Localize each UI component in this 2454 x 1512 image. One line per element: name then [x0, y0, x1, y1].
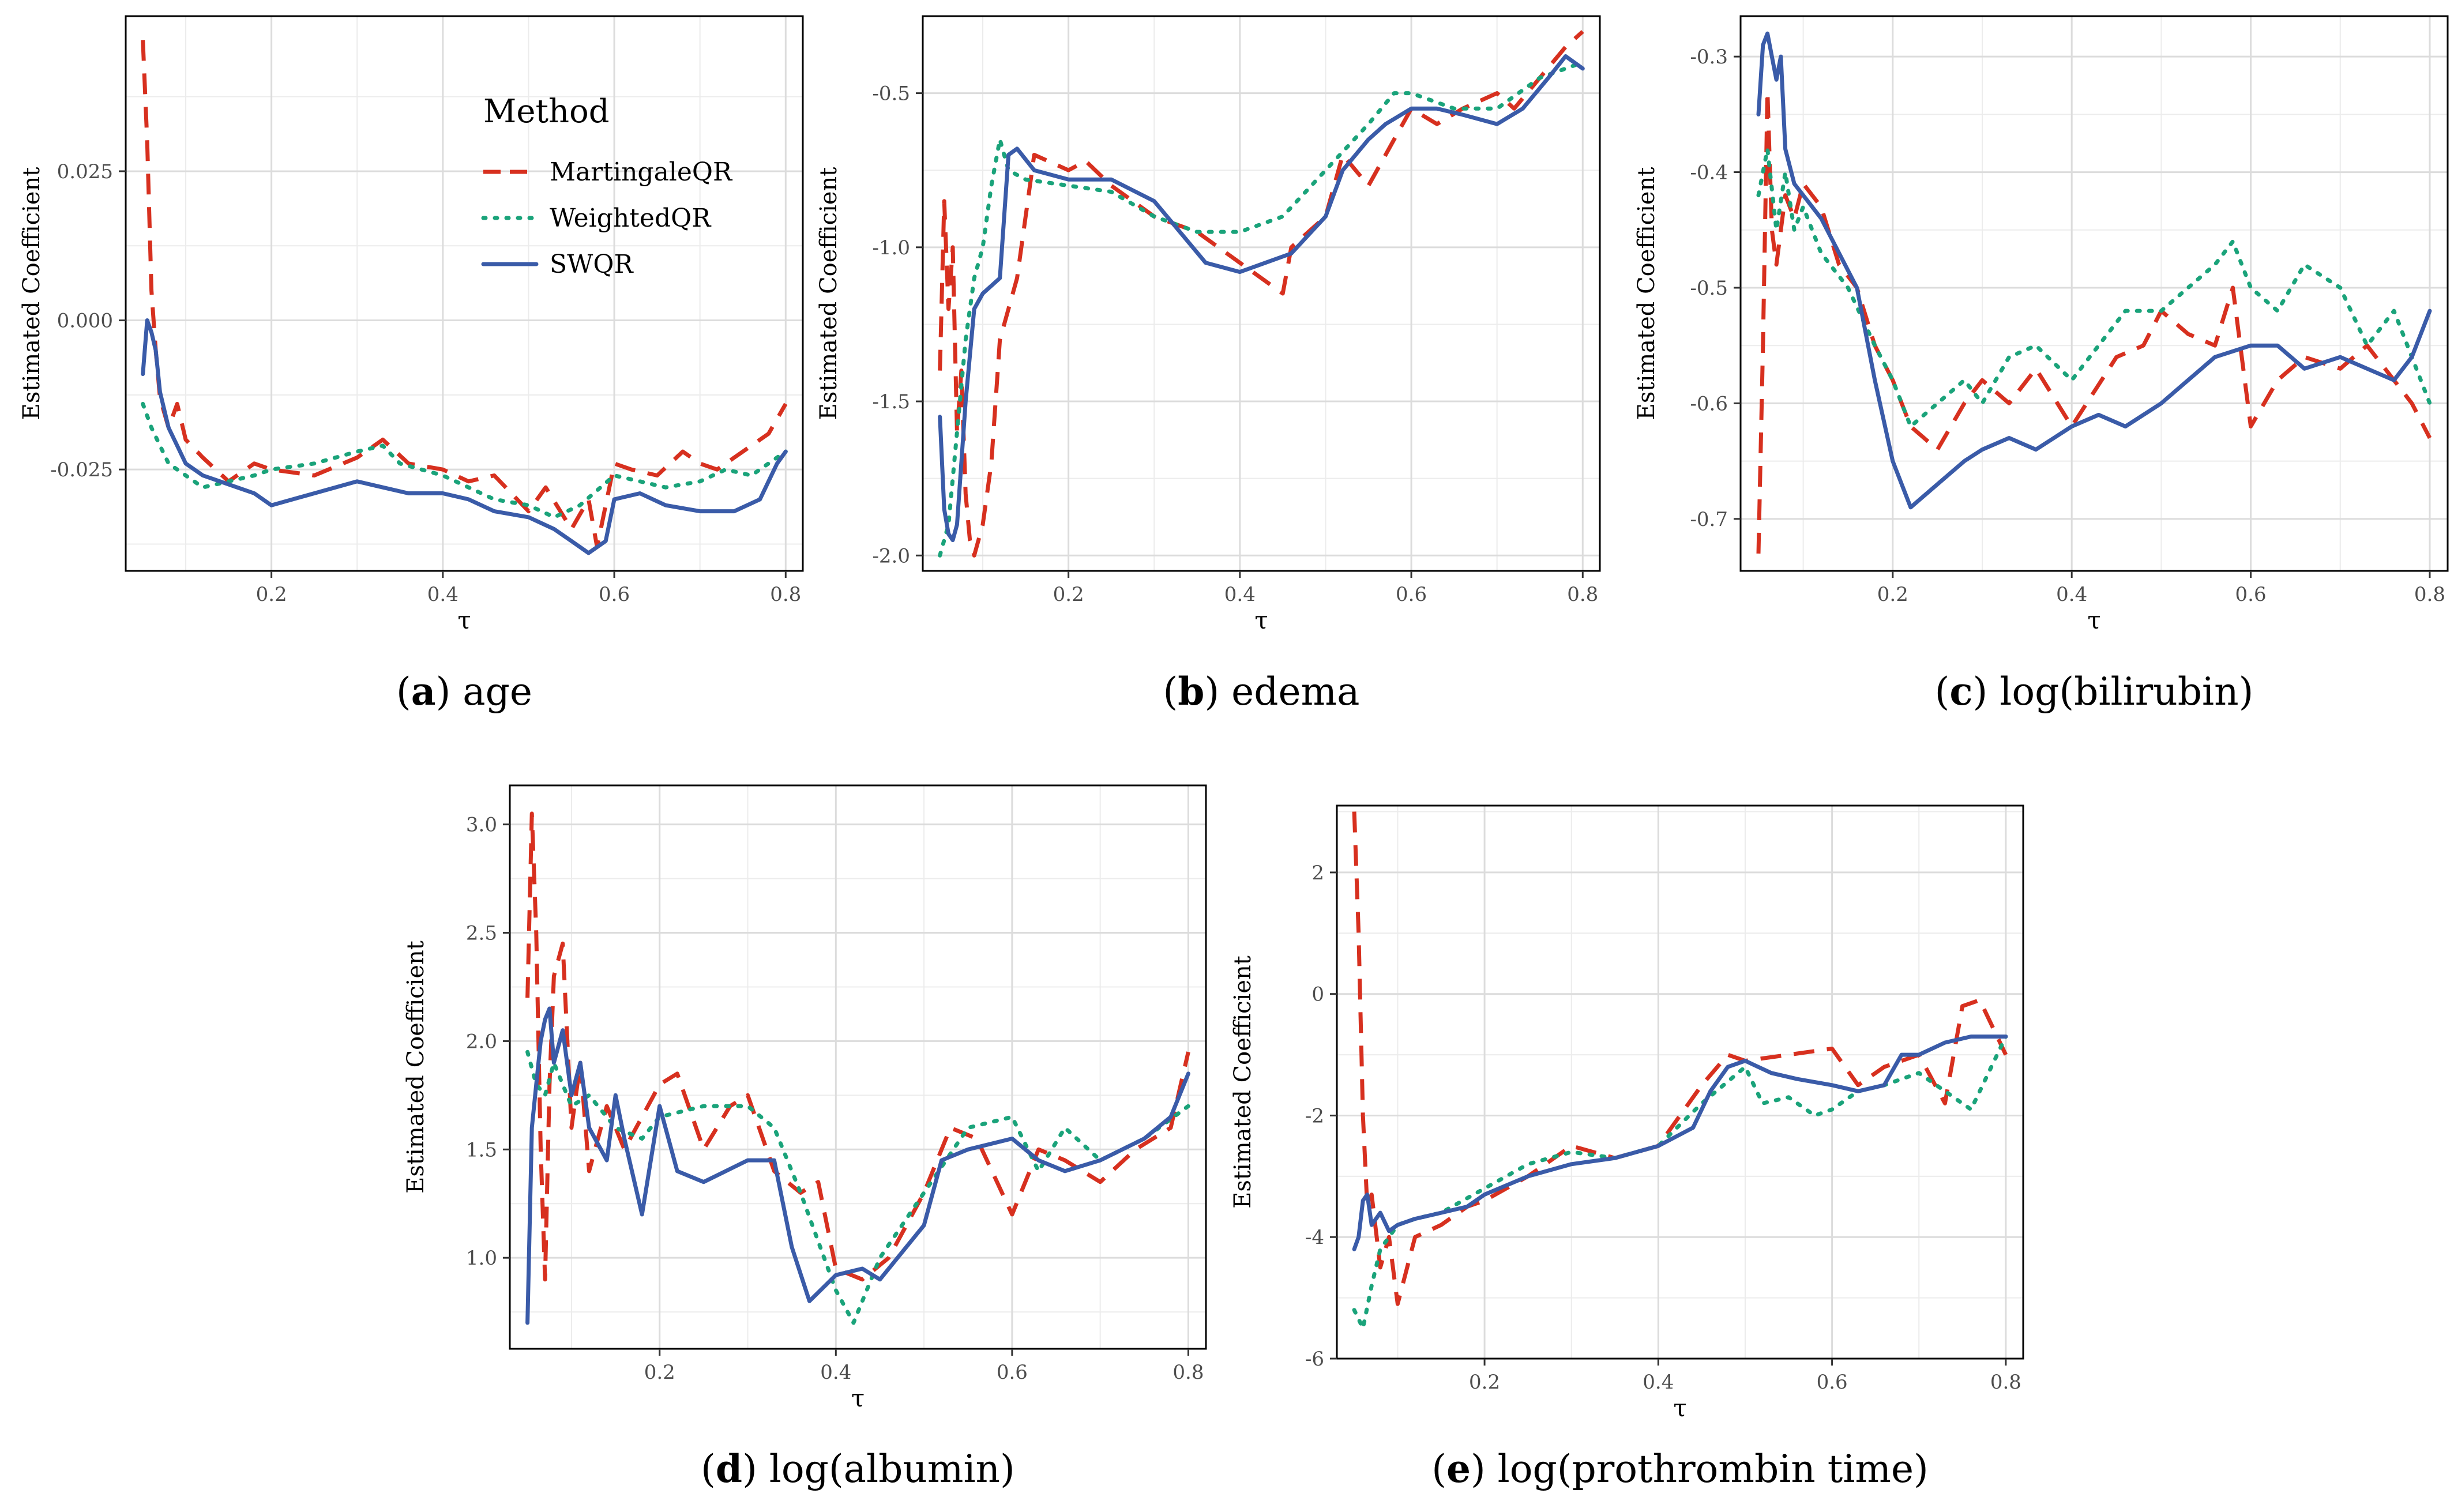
series-line-swqr [1756, 31, 2432, 510]
x-tick-label: 0.8 [2414, 583, 2445, 606]
y-axis-label: Estimated Coefficient [1633, 167, 1660, 420]
plot-area [510, 785, 1206, 1349]
plot-border [922, 15, 1601, 572]
plot-border [509, 784, 1207, 1350]
x-axis-label: τ [851, 1384, 865, 1412]
chart-panel-c: 0.2 0.4 0.6 0.8 -0.7 -0.6 -0.5 -0.4 -0.3 τ Estimat… [1633, 15, 2449, 714]
y-tick-label: -0.5 [1690, 277, 1728, 300]
panel-caption: (d) log(albumin) [701, 1446, 1015, 1491]
series-line-martingaleqr [141, 40, 788, 550]
x-tick-label: 0.4 [2056, 583, 2087, 606]
series-line-weightedqr [1756, 147, 2432, 428]
chart-panel-e: 0.2 0.4 0.6 0.8 -6 -4 -2 0 2 τ Estimated Coefficie… [1230, 804, 2024, 1491]
legend-label: WeightedQR [550, 204, 712, 233]
x-tick-label: 0.8 [1990, 1371, 2021, 1394]
y-tick-label: -0.7 [1690, 508, 1728, 531]
series-line-weightedqr [141, 401, 788, 520]
y-tick-label: -1.0 [872, 236, 910, 259]
legend-label: SWQR [550, 250, 634, 279]
plot-area [1741, 16, 2448, 571]
x-tick-label: 0.6 [997, 1361, 1028, 1384]
x-tick-label: 0.4 [820, 1361, 851, 1384]
y-tick-label: -6 [1305, 1348, 1324, 1371]
x-axis-label: τ [2087, 606, 2100, 634]
y-tick-label: 0 [1311, 983, 1324, 1006]
y-tick-label: 0.025 [57, 160, 113, 183]
series-line-swqr [141, 318, 788, 555]
x-tick-label: 0.2 [1469, 1371, 1500, 1394]
y-tick-label: -0.3 [1690, 46, 1728, 69]
y-tick-label: 2.5 [466, 922, 497, 945]
y-tick-label: -4 [1305, 1226, 1324, 1249]
series-line-martingaleqr [1352, 811, 2008, 1306]
y-tick-label: -0.5 [872, 82, 910, 106]
x-tick-label: 0.4 [427, 583, 459, 606]
x-axis-label: τ [457, 606, 471, 634]
x-tick-label: 0.6 [599, 583, 630, 606]
x-axis-label: τ [1254, 606, 1268, 634]
legend-label: MartingaleQR [550, 157, 733, 187]
y-tick-label: 0.000 [57, 310, 113, 333]
y-tick-label: 2 [1311, 862, 1324, 885]
panel-caption: (c) log(bilirubin) [1935, 669, 2254, 714]
y-tick-label: 1.5 [466, 1138, 497, 1161]
y-tick-label: -2 [1305, 1104, 1324, 1127]
plot-area [923, 16, 1600, 571]
y-axis-label: Estimated Coefficient [18, 167, 45, 420]
x-tick-label: 0.6 [1396, 583, 1427, 606]
y-tick-label: -0.025 [50, 458, 113, 482]
y-axis-label: Estimated Coefficient [816, 167, 842, 420]
y-tick-label: 3.0 [466, 814, 497, 837]
y-axis-label: Estimated Coefficient [1230, 956, 1256, 1209]
legend: Method MartingaleQR WeightedQR SWQR [481, 93, 733, 279]
chart-panel-d: 0.2 0.4 0.6 0.8 1.0 1.5 2.0 2.5 3.0 τ Estimated Co… [403, 784, 1207, 1491]
y-tick-label: -1.5 [872, 390, 910, 413]
series-line-swqr [938, 54, 1585, 543]
x-tick-label: 0.2 [1053, 583, 1084, 606]
plot-border [125, 15, 804, 572]
x-tick-label: 0.6 [1817, 1371, 1848, 1394]
chart-panel-a: 0.2 0.4 0.6 0.8 -0.025 0.000 0.025 τ Estimated C… [18, 15, 804, 714]
panel-caption: (b) edema [1163, 669, 1360, 714]
panel-caption: (a) age [396, 669, 532, 714]
y-tick-label: 1.0 [466, 1247, 497, 1270]
x-tick-label: 0.8 [770, 583, 801, 606]
plot-area [1337, 806, 2023, 1359]
y-tick-label: -0.6 [1690, 392, 1728, 415]
y-tick-label: -0.4 [1690, 161, 1728, 185]
plot-border [1336, 804, 2024, 1360]
y-tick-label: -2.0 [872, 544, 910, 567]
x-tick-label: 0.4 [1643, 1371, 1674, 1394]
x-tick-label: 0.6 [2235, 583, 2267, 606]
x-tick-label: 0.8 [1567, 583, 1598, 606]
legend-title: Method [483, 93, 610, 130]
chart-panel-b: 0.2 0.4 0.6 0.8 -2.0 -1.5 -1.0 -0.5 τ Estimated C… [816, 15, 1601, 714]
x-tick-label: 0.4 [1224, 583, 1256, 606]
x-tick-label: 0.2 [256, 583, 287, 606]
plot-border [1739, 15, 2449, 572]
panel-caption: (e) log(prothrombin time) [1431, 1446, 1929, 1491]
x-tick-label: 0.2 [644, 1361, 675, 1384]
y-tick-label: 2.0 [466, 1030, 497, 1053]
y-axis-label: Estimated Coefficient [403, 941, 429, 1194]
x-axis-label: τ [1673, 1394, 1686, 1422]
x-tick-label: 0.2 [1877, 583, 1908, 606]
plot-area [126, 16, 803, 571]
series-line-swqr [1352, 1035, 2008, 1251]
series-line-weightedqr [938, 60, 1585, 558]
x-tick-label: 0.8 [1172, 1361, 1204, 1384]
series-line-swqr [525, 1006, 1190, 1325]
